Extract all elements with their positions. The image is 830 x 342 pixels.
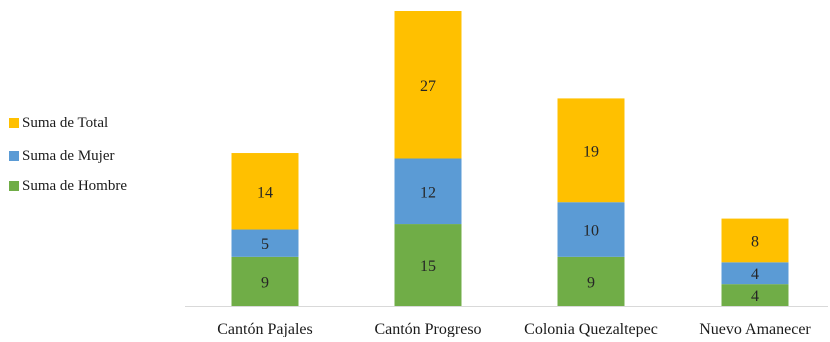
data-label-suma-de-total-canton-pajales: 14 <box>257 184 273 201</box>
legend-label-suma-de-total: Suma de Total <box>22 115 108 131</box>
bar-suma-de-mujer-colonia-quezaltepec <box>557 202 625 257</box>
data-label-suma-de-total-nuevo-amanecer: 8 <box>751 233 759 250</box>
legend-swatch-suma-de-mujer <box>9 151 19 161</box>
data-label-suma-de-total-canton-progreso: 27 <box>420 78 436 95</box>
bar-suma-de-total-colonia-quezaltepec <box>557 98 625 203</box>
bar-suma-de-mujer-canton-progreso <box>394 158 462 225</box>
legend: Suma de Total Suma de Mujer Suma de Hombre <box>9 115 127 194</box>
data-label-suma-de-mujer-canton-progreso: 12 <box>420 184 436 201</box>
x-tick-label-colonia-quezaltepec: Colonia Quezaltepec <box>524 321 658 337</box>
bar-suma-de-mujer-nuevo-amanecer <box>721 262 789 285</box>
x-tick-label-nuevo-amanecer: Nuevo Amanecer <box>699 321 811 337</box>
x-axis: Cantón Pajales Cantón Progreso Colonia Que… <box>185 306 828 338</box>
legend-label-suma-de-mujer: Suma de Mujer <box>22 148 114 164</box>
plot-area: 9 5 14 15 12 27 9 10 19 4 4 8 <box>231 11 789 306</box>
x-tick-label-canton-progreso: Cantón Progreso <box>374 321 481 337</box>
bar-suma-de-total-canton-progreso <box>394 11 462 159</box>
bar-suma-de-hombre-colonia-quezaltepec <box>557 256 625 306</box>
data-label-suma-de-hombre-canton-progreso: 15 <box>420 258 436 275</box>
legend-swatch-suma-de-hombre <box>9 181 19 191</box>
bar-suma-de-hombre-nuevo-amanecer <box>721 284 789 306</box>
bar-suma-de-hombre-canton-pajales <box>231 256 299 306</box>
bar-suma-de-hombre-canton-progreso <box>394 224 462 306</box>
bar-suma-de-total-canton-pajales <box>231 153 299 230</box>
data-label-suma-de-hombre-nuevo-amanecer: 4 <box>751 288 759 305</box>
x-tick-label-canton-pajales: Cantón Pajales <box>217 321 313 337</box>
data-label-suma-de-total-colonia-quezaltepec: 19 <box>583 143 599 160</box>
legend-label-suma-de-hombre: Suma de Hombre <box>22 178 127 194</box>
bar-suma-de-mujer-canton-pajales <box>231 229 299 257</box>
data-label-suma-de-mujer-canton-pajales: 5 <box>261 236 269 253</box>
data-label-suma-de-mujer-colonia-quezaltepec: 10 <box>583 223 599 240</box>
data-label-suma-de-hombre-canton-pajales: 9 <box>261 274 269 291</box>
bar-suma-de-total-nuevo-amanecer <box>721 218 789 263</box>
legend-swatch-suma-de-total <box>9 118 19 128</box>
data-label-suma-de-hombre-colonia-quezaltepec: 9 <box>587 274 595 291</box>
data-label-suma-de-mujer-nuevo-amanecer: 4 <box>751 266 759 283</box>
